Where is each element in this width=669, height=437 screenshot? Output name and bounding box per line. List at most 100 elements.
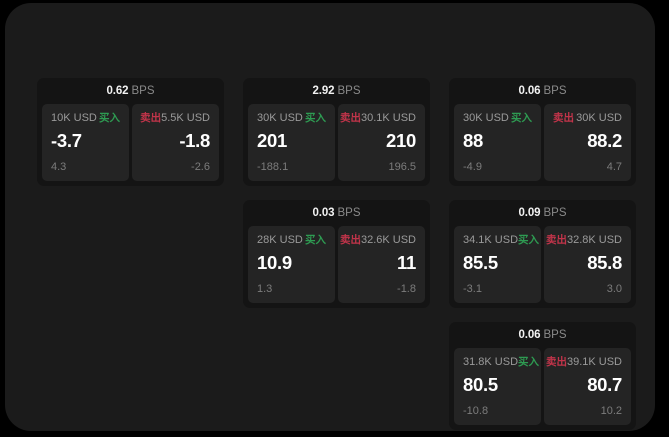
sell-price: 88.2 (587, 130, 622, 151)
buy-price: 80.5 (463, 374, 498, 395)
sell-price: 11 (397, 252, 416, 273)
pane-header: 5.5K USD 卖出 (140, 112, 210, 125)
sell-secondary-value: -1.8 (397, 283, 416, 295)
buy-action-label[interactable]: 买入 (518, 356, 540, 368)
buy-size-label: 31.8K USD (463, 356, 519, 368)
buy-action-label[interactable]: 买入 (305, 234, 326, 246)
buy-price: 88 (463, 130, 483, 151)
bps-value: 0.03 (312, 207, 335, 219)
pane-header: 30K USD 买入 (463, 112, 532, 125)
buy-action-label[interactable]: 买入 (99, 112, 120, 124)
bps-value: 0.06 (518, 329, 541, 341)
quote-card[interactable]: 0.06 BPS 30K USD 买入 88 -4.9 30K USD 卖出 88.2 4.7 (449, 78, 636, 186)
buy-pane[interactable]: 30K USD 买入 88 -4.9 (454, 104, 541, 181)
buy-pane[interactable]: 28K USD 买入 10.9 1.3 (248, 226, 335, 303)
bps-value: 0.62 (106, 85, 129, 97)
buy-price: 201 (257, 130, 287, 151)
sell-action-label[interactable]: 卖出 (140, 112, 162, 124)
sell-action-label[interactable]: 卖出 (553, 112, 574, 124)
pane-header: 39.1K USD 卖出 (546, 356, 622, 369)
bps-unit-label: BPS (543, 329, 567, 341)
sell-pane[interactable]: 30.1K USD 卖出 210 196.5 (338, 104, 425, 181)
quote-card[interactable]: 0.06 BPS 31.8K USD 买入 80.5 -10.8 39.1K USD 卖出 80… (449, 322, 636, 430)
pane-pair: 34.1K USD 买入 85.5 -3.1 32.8K USD 卖出 85.8 3.0 (454, 226, 631, 303)
buy-secondary-value: 4.3 (51, 161, 67, 173)
bps-unit-label: BPS (337, 85, 361, 97)
sell-size-label: 30K USD (576, 112, 622, 124)
sell-secondary-value: 10.2 (600, 405, 622, 417)
card-bps-header: 0.03 BPS (248, 206, 425, 226)
quote-card-board: 0.62 BPS 10K USD 买入 -3.7 4.3 5.5K USD 卖出 -1.8 -2.… (37, 78, 638, 430)
buy-size-label: 10K USD (51, 112, 97, 124)
pane-header: 32.8K USD 卖出 (546, 234, 622, 247)
card-bps-header: 0.09 BPS (454, 206, 631, 226)
buy-secondary-value: -3.1 (463, 283, 482, 295)
sell-secondary-value: 3.0 (606, 283, 622, 295)
sell-size-label: 39.1K USD (566, 356, 622, 368)
buy-size-label: 30K USD (463, 112, 509, 124)
quote-card[interactable]: 2.92 BPS 30K USD 买入 201 -188.1 30.1K USD 卖出 210 1… (243, 78, 430, 186)
pane-pair: 30K USD 买入 88 -4.9 30K USD 卖出 88.2 4.7 (454, 104, 631, 181)
bps-unit-label: BPS (543, 207, 567, 219)
sell-price: -1.8 (179, 130, 210, 151)
quote-card[interactable]: 0.62 BPS 10K USD 买入 -3.7 4.3 5.5K USD 卖出 -1.8 -2.… (37, 78, 224, 186)
pane-header: 28K USD 买入 (257, 234, 326, 247)
buy-pane[interactable]: 10K USD 买入 -3.7 4.3 (42, 104, 129, 181)
column-2: 2.92 BPS 30K USD 买入 201 -188.1 30.1K USD 卖出 210 1… (243, 78, 430, 308)
card-bps-header: 0.06 BPS (454, 328, 631, 348)
bps-value: 0.06 (518, 85, 541, 97)
buy-pane[interactable]: 34.1K USD 买入 85.5 -3.1 (454, 226, 541, 303)
pane-pair: 10K USD 买入 -3.7 4.3 5.5K USD 卖出 -1.8 -2.6 (42, 104, 219, 181)
pane-header: 30K USD 卖出 (553, 112, 622, 125)
buy-action-label[interactable]: 买入 (305, 112, 326, 124)
buy-price: 10.9 (257, 252, 292, 273)
sell-pane[interactable]: 5.5K USD 卖出 -1.8 -2.6 (132, 104, 219, 181)
pane-header: 30K USD 买入 (257, 112, 326, 125)
sell-size-label: 32.8K USD (566, 234, 622, 246)
bps-unit-label: BPS (337, 207, 361, 219)
buy-size-label: 30K USD (257, 112, 303, 124)
sell-action-label[interactable]: 卖出 (339, 234, 361, 246)
pane-header: 32.6K USD 卖出 (340, 234, 416, 247)
buy-secondary-value: 1.3 (257, 283, 273, 295)
bps-unit-label: BPS (543, 85, 567, 97)
sell-price: 210 (386, 130, 416, 151)
column-3: 0.06 BPS 30K USD 买入 88 -4.9 30K USD 卖出 88.2 4.7 0.… (449, 78, 636, 430)
sell-secondary-value: 196.5 (388, 161, 416, 173)
sell-size-label: 5.5K USD (161, 112, 210, 124)
pane-pair: 30K USD 买入 201 -188.1 30.1K USD 卖出 210 196.5 (248, 104, 425, 181)
app-window: 0.62 BPS 10K USD 买入 -3.7 4.3 5.5K USD 卖出 -1.8 -2.… (5, 3, 655, 431)
bps-unit-label: BPS (131, 85, 155, 97)
pane-header: 34.1K USD 买入 (463, 234, 539, 247)
quote-card[interactable]: 0.09 BPS 34.1K USD 买入 85.5 -3.1 32.8K USD 卖出 85.… (449, 200, 636, 308)
sell-secondary-value: -2.6 (191, 161, 210, 173)
sell-size-label: 30.1K USD (360, 112, 416, 124)
buy-price: 85.5 (463, 252, 498, 273)
sell-pane[interactable]: 39.1K USD 卖出 80.7 10.2 (544, 348, 631, 425)
pane-header: 10K USD 买入 (51, 112, 120, 125)
buy-pane[interactable]: 31.8K USD 买入 80.5 -10.8 (454, 348, 541, 425)
sell-price: 85.8 (587, 252, 622, 273)
column-1: 0.62 BPS 10K USD 买入 -3.7 4.3 5.5K USD 卖出 -1.8 -2.… (37, 78, 224, 186)
card-bps-header: 0.06 BPS (454, 84, 631, 104)
sell-price: 80.7 (587, 374, 622, 395)
buy-size-label: 34.1K USD (463, 234, 519, 246)
pane-pair: 28K USD 买入 10.9 1.3 32.6K USD 卖出 11 -1.8 (248, 226, 425, 303)
sell-action-label[interactable]: 卖出 (545, 356, 567, 368)
quote-card[interactable]: 0.03 BPS 28K USD 买入 10.9 1.3 32.6K USD 卖出 11 -1.8 (243, 200, 430, 308)
sell-pane[interactable]: 30K USD 卖出 88.2 4.7 (544, 104, 631, 181)
bps-value: 2.92 (312, 85, 335, 97)
pane-header: 31.8K USD 买入 (463, 356, 539, 369)
sell-size-label: 32.6K USD (360, 234, 416, 246)
card-bps-header: 0.62 BPS (42, 84, 219, 104)
sell-secondary-value: 4.7 (606, 161, 622, 173)
buy-price: -3.7 (51, 130, 82, 151)
sell-action-label[interactable]: 卖出 (339, 112, 361, 124)
sell-pane[interactable]: 32.8K USD 卖出 85.8 3.0 (544, 226, 631, 303)
buy-action-label[interactable]: 买入 (511, 112, 532, 124)
buy-pane[interactable]: 30K USD 买入 201 -188.1 (248, 104, 335, 181)
buy-secondary-value: -188.1 (257, 161, 289, 173)
sell-pane[interactable]: 32.6K USD 卖出 11 -1.8 (338, 226, 425, 303)
sell-action-label[interactable]: 卖出 (545, 234, 567, 246)
buy-action-label[interactable]: 买入 (518, 234, 540, 246)
